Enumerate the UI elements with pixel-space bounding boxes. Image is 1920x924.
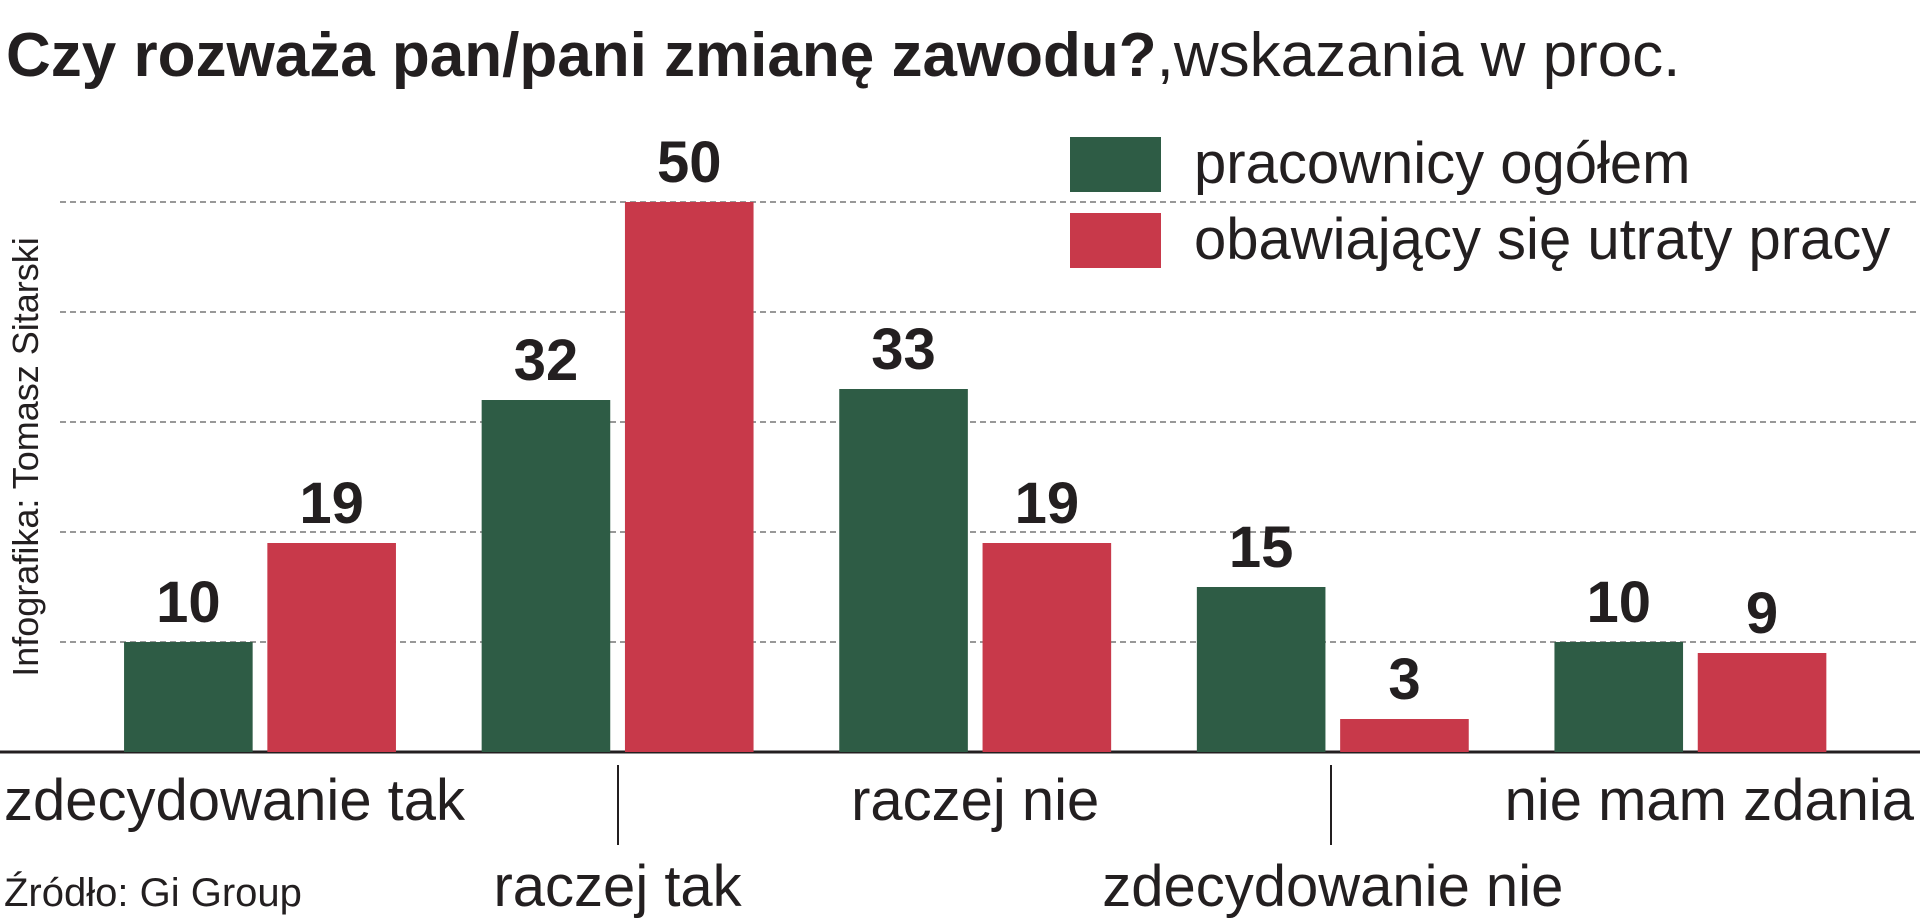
bar (124, 642, 253, 752)
source: Źródło: Gi Group (4, 870, 302, 915)
value-label: 33 (871, 317, 936, 382)
credit: Infografika: Tomasz Sitarski (5, 237, 46, 677)
bar (267, 543, 396, 752)
value-label: 3 (1388, 647, 1420, 712)
value-label: 19 (299, 471, 364, 536)
legend-swatch (1070, 137, 1161, 192)
value-label: 32 (514, 328, 579, 393)
value-label: 50 (657, 130, 722, 195)
value-label: 10 (156, 570, 221, 635)
value-label: 15 (1229, 515, 1294, 580)
x-tick-label: raczej tak (493, 854, 742, 919)
legend-label: pracownicy ogółem (1194, 131, 1690, 196)
bar (982, 543, 1112, 752)
bar (1196, 587, 1326, 752)
x-tick-label: raczej nie (851, 768, 1099, 833)
x-tick-label: zdecydowanie tak (4, 768, 466, 833)
bar (1697, 653, 1827, 752)
chart-heading: Czy rozważa pan/pani zmianę zawodu?,wska… (6, 21, 1680, 90)
bar (481, 400, 611, 752)
bar (1340, 719, 1469, 752)
x-tick-label: nie mam zdania (1505, 768, 1915, 833)
x-tick-label: zdecydowanie nie (1102, 854, 1563, 919)
value-label: 9 (1746, 581, 1778, 646)
legend-label: obawiający się utraty pracy (1194, 207, 1890, 272)
bar (839, 389, 968, 752)
value-label: 10 (1586, 570, 1651, 635)
chart-title: Czy rozważa pan/pani zmianę zawodu? (6, 21, 1157, 90)
legend-swatch (1070, 213, 1161, 268)
bar (1554, 642, 1684, 752)
bar (624, 202, 754, 752)
value-label: 19 (1015, 471, 1080, 536)
chart-subtitle: ,wskazania w proc. (1157, 21, 1681, 90)
